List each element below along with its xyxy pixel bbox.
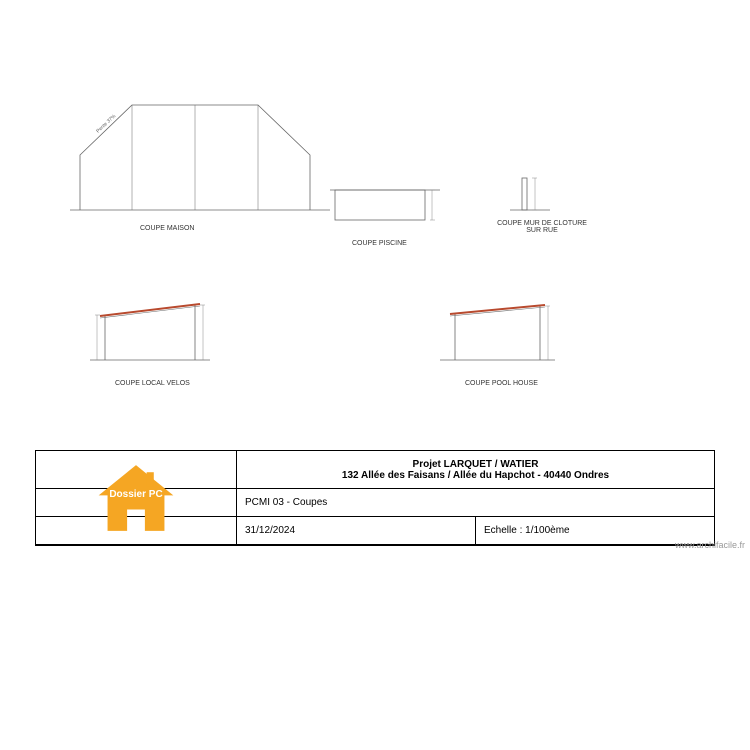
coupe-local-velos [85, 295, 215, 370]
watermark: www.archifacile.fr [675, 540, 745, 550]
drawing-canvas: Pente 37% COUPE MAISON COUPE PISCINE COU… [0, 0, 750, 750]
svg-text:Pente 37%: Pente 37% [95, 113, 117, 134]
sheet-date: 31/12/2024 [236, 517, 475, 544]
title-block: Projet LARQUET / WATIER 132 Allée des Fa… [35, 450, 715, 546]
coupe-pool-house-label: COUPE POOL HOUSE [465, 380, 538, 387]
coupe-cloture-label: COUPE MUR DE CLOTURESUR RUE [487, 220, 597, 234]
coupe-maison: Pente 37% [70, 95, 330, 215]
coupe-maison-label: COUPE MAISON [140, 225, 194, 232]
sheet-name: PCMI 03 - Coupes [236, 489, 714, 516]
coupe-local-velos-label: COUPE LOCAL VELOS [115, 380, 190, 387]
project-address: 132 Allée des Faisans / Allée du Hapchot… [342, 470, 609, 481]
coupe-cloture [510, 175, 550, 215]
coupe-piscine-label: COUPE PISCINE [352, 240, 407, 247]
dossier-pc-label: Dossier PC [109, 489, 162, 500]
project-name: Projet LARQUET / WATIER [413, 459, 539, 470]
project-header: Projet LARQUET / WATIER 132 Allée des Fa… [236, 451, 714, 488]
coupe-piscine [330, 185, 440, 230]
coupe-pool-house [435, 295, 560, 370]
